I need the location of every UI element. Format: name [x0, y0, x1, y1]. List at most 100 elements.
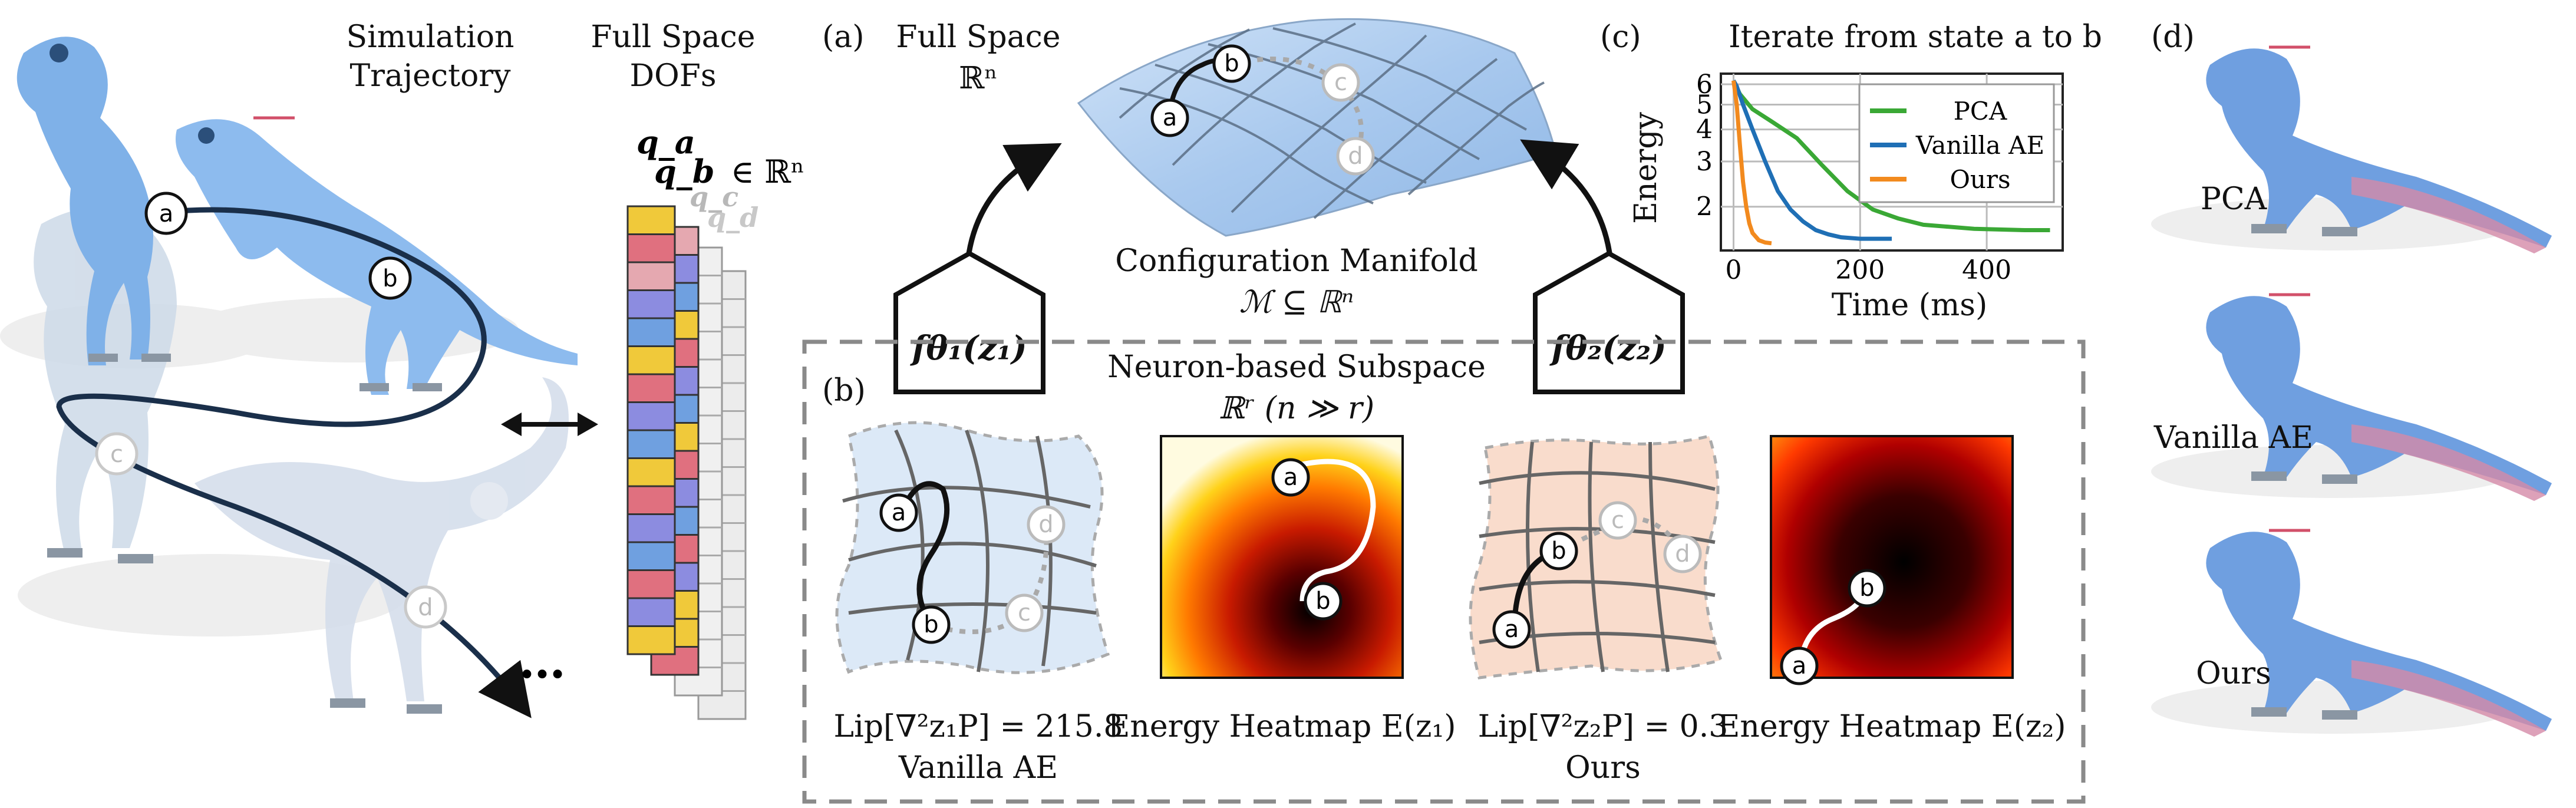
svg-text:d: d: [1675, 540, 1690, 568]
decoder-box-right: fθ₂(z₂): [1533, 250, 1685, 394]
chart-legend-label: Ours: [1950, 165, 2010, 194]
dof-cell: [626, 625, 676, 655]
sim-label-line1: Simulation: [346, 19, 514, 55]
chart-series-line: [1731, 80, 1772, 246]
energy-heatmap-ours: a b: [1770, 435, 2014, 685]
ours-lip: Lip[∇²z₂P] = 0.3: [1478, 709, 1729, 744]
vanilla-node-c: c: [1005, 593, 1044, 632]
svg-text:d: d: [418, 594, 433, 621]
vanilla-name: Vanilla AE: [898, 750, 1058, 786]
panel-b-dashed-box: [802, 339, 2086, 804]
panel-d-label-pca: PCA: [2201, 182, 2268, 217]
svg-text:b: b: [1315, 588, 1330, 615]
panel-a-title-2: ℝⁿ: [959, 61, 998, 96]
trajectory-nodes: a b c d: [95, 192, 447, 629]
trajectory-ellipsis: …: [519, 634, 566, 689]
decoder-box-left: fθ₁(z₁): [893, 250, 1045, 394]
chart-y-tick: 6: [1696, 70, 1713, 100]
svg-text:d: d: [1038, 511, 1053, 538]
dof-vectors: [626, 205, 747, 720]
panel-a-tag: (a): [822, 19, 865, 55]
svg-text:b: b: [1224, 50, 1239, 77]
ours-subspace: a b c d: [1469, 434, 1723, 680]
ours-node-c: c: [1598, 501, 1637, 540]
svg-text:a: a: [1505, 616, 1519, 643]
svg-text:c: c: [1018, 599, 1031, 626]
ours-name: Ours: [1565, 750, 1641, 786]
simulation-scene: a b c d …: [0, 37, 578, 718]
svg-text:c: c: [1334, 69, 1347, 96]
traj-node-d: d: [404, 585, 447, 629]
dof-cell: [626, 373, 676, 403]
manifold-node-a: a: [1150, 98, 1189, 137]
q-labels: q_a q_b ∈ ℝⁿ q_c q_d: [636, 123, 804, 233]
configuration-manifold: a b c d: [1077, 18, 1557, 237]
manifold-node-d: d: [1336, 137, 1375, 176]
svg-text:fθ₁(z₁): fθ₁(z₁): [909, 329, 1027, 368]
vanilla-node-d: d: [1027, 505, 1066, 544]
ghost-dino-d: [194, 377, 569, 701]
heat1-label: Energy Heatmap E(z₁): [1107, 709, 1456, 744]
svg-text:a: a: [892, 499, 906, 526]
svg-text:∈ ℝⁿ: ∈ ℝⁿ: [731, 153, 804, 190]
chart-x-tick: 200: [1835, 255, 1885, 285]
sim-label-line2: Trajectory: [350, 58, 512, 94]
svg-text:b: b: [1859, 575, 1874, 602]
result-dino-ours: [2151, 529, 2552, 737]
svg-text:fθ₂(z₂): fθ₂(z₂): [1549, 329, 1666, 368]
dof-cell: [626, 569, 676, 599]
vanilla-subspace: a b c d: [835, 421, 1110, 674]
vanilla-node-b: b: [912, 605, 951, 644]
panel-d-label-vanilla: Vanilla AE: [2153, 420, 2313, 456]
dof-cell: [626, 261, 676, 291]
dof-cell: [626, 345, 676, 375]
heat1-node-a: a: [1271, 458, 1310, 497]
manifold-label: Configuration Manifold: [1115, 243, 1478, 279]
chart-y-tick: 4: [1696, 115, 1713, 145]
heat2-label: Energy Heatmap E(z₂): [1717, 709, 2066, 744]
panel-a-title-1: Full Space: [896, 19, 1060, 55]
ours-node-a: a: [1492, 610, 1531, 649]
dofs-label-line2: DOFs: [629, 58, 716, 94]
chart-y-tick: 2: [1696, 192, 1713, 222]
svg-text:d: d: [1348, 143, 1363, 170]
dof-cell: [626, 429, 676, 459]
result-dino-pca: [2151, 45, 2552, 253]
svg-text:c: c: [110, 441, 123, 468]
dof-cell: [626, 485, 676, 515]
dofs-label-line1: Full Space: [591, 19, 755, 55]
chart-series-line: [1731, 80, 2050, 232]
dof-cell: [626, 289, 676, 319]
panel-b-tag: (b): [822, 373, 866, 408]
double-arrow: [501, 413, 598, 436]
heat1-node-b: b: [1304, 582, 1343, 621]
dof-cell: [626, 233, 676, 263]
panel-b-subtitle: ℝʳ (n ≫ r): [1219, 391, 1374, 426]
manifold-math: ℳ ⊆ ℝⁿ: [1239, 285, 1354, 320]
svg-text:a: a: [1792, 652, 1807, 680]
panel-d-label-ours: Ours: [2196, 656, 2271, 691]
svg-text:q_b: q_b: [654, 153, 715, 190]
trajectory-curve: [56, 207, 532, 718]
chart-xlabel: Time (ms): [1832, 288, 1988, 323]
svg-text:b: b: [1551, 537, 1566, 565]
chart-title: Iterate from state a to b: [1729, 19, 2102, 55]
result-dino-vanilla: [2151, 293, 2552, 501]
svg-text:a: a: [1163, 104, 1177, 131]
panel-c-tag: (c): [1600, 19, 1641, 55]
manifold-node-c: c: [1321, 63, 1360, 102]
traj-node-c: c: [95, 432, 138, 476]
svg-text:b: b: [382, 265, 397, 292]
chart-x-tick: 400: [1962, 255, 2011, 285]
panel-b-title: Neuron-based Subspace: [1107, 349, 1486, 385]
svg-text:c: c: [1611, 507, 1624, 534]
chart-series-line: [1731, 80, 1892, 241]
dof-cell: [626, 513, 676, 543]
dof-cell: [626, 401, 676, 431]
chart-legend-label: PCA: [1954, 97, 2007, 126]
chart-y-tick: 3: [1696, 147, 1713, 177]
heat2-node-b: b: [1848, 569, 1886, 608]
svg-text:a: a: [1284, 464, 1298, 491]
